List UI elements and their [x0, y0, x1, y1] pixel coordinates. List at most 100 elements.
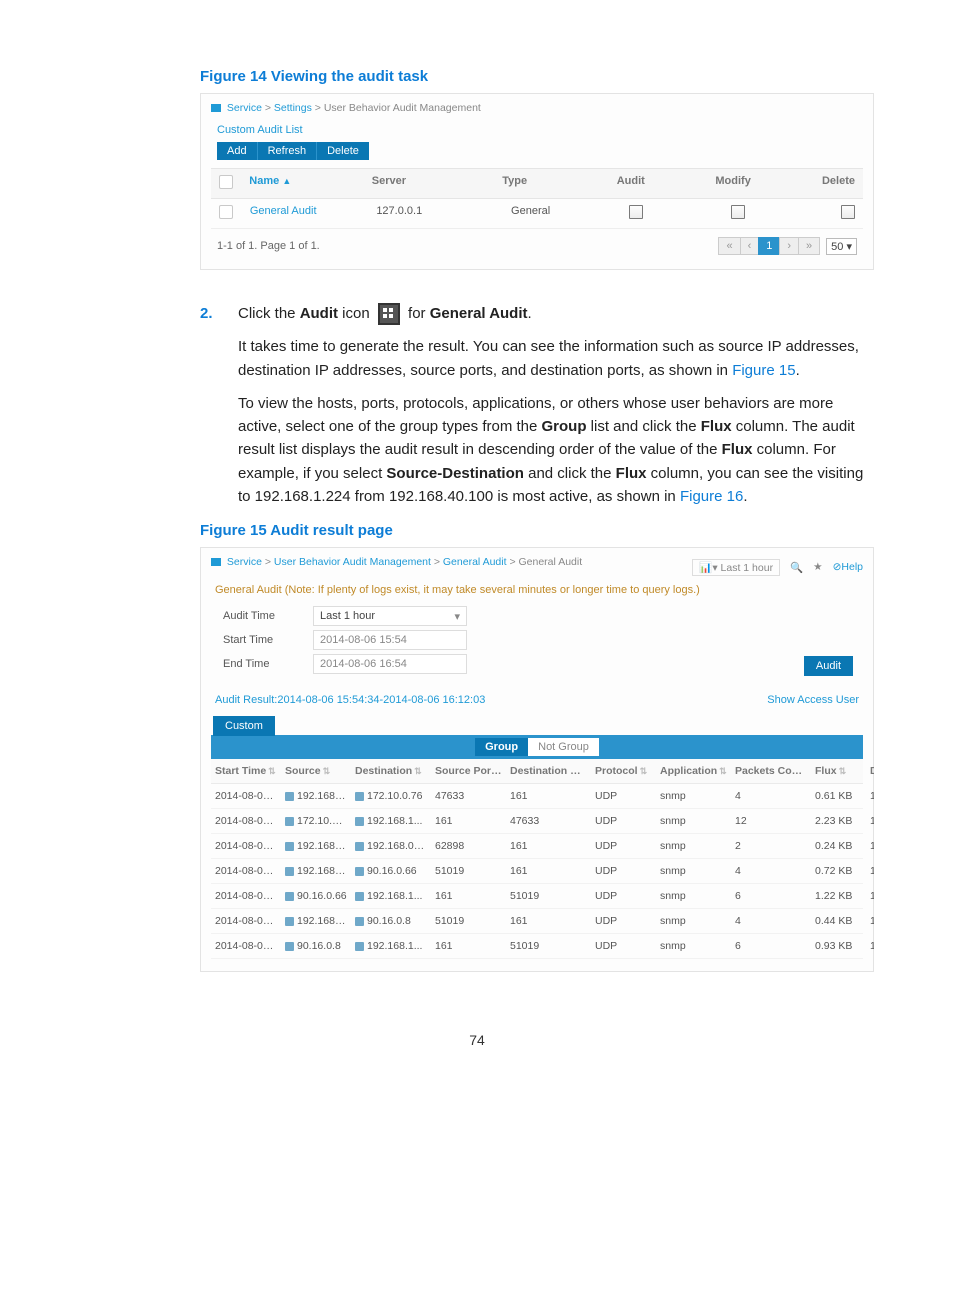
search-icon[interactable]: 🔍	[790, 561, 803, 574]
figure15-screenshot: Service > User Behavior Audit Management…	[200, 547, 874, 972]
crumb-ga2: General Audit	[519, 556, 583, 568]
col-source[interactable]: Source⇅	[281, 759, 351, 783]
row-name-link[interactable]: General Audit	[242, 199, 368, 228]
favorite-icon[interactable]: ★	[813, 561, 822, 573]
pager-prev[interactable]: ‹	[740, 237, 760, 255]
host-icon	[355, 842, 364, 851]
row-checkbox[interactable]	[219, 205, 233, 219]
host-icon	[355, 892, 364, 901]
crumb-current: User Behavior Audit Management	[324, 102, 481, 114]
host-icon	[285, 792, 294, 801]
figure15-title: Figure 15 Audit result page	[200, 522, 874, 539]
pager-status: 1-1 of 1. Page 1 of 1.	[217, 240, 320, 252]
group-strip: GroupNot Group	[211, 735, 863, 759]
col-protocol[interactable]: Protocol⇅	[591, 759, 656, 783]
breadcrumb-icon	[211, 558, 221, 566]
breadcrumb-icon	[211, 104, 221, 112]
page-size-select[interactable]: 50 ▾	[826, 238, 857, 255]
pager-first[interactable]: «	[718, 237, 740, 255]
col-device[interactable]: Device⇅	[866, 759, 874, 783]
top-right-controls: 📊▾ Last 1 hour 🔍 ★ ⊘Help	[692, 559, 863, 576]
table-row: 2014-08-06...90.16.0.8192.168.1...161510…	[211, 934, 863, 959]
crumb-service[interactable]: Service	[227, 556, 262, 568]
end-time-label: End Time	[223, 658, 313, 670]
host-icon	[285, 892, 294, 901]
col-modify[interactable]: Modify	[707, 169, 814, 198]
col-source-port[interactable]: Source Port⇅	[431, 759, 506, 783]
refresh-button[interactable]: Refresh	[258, 142, 318, 160]
host-icon	[285, 842, 294, 851]
paragraph-1: It takes time to generate the result. Yo…	[238, 335, 874, 382]
audit-grid-icon	[378, 303, 400, 325]
row-server: 127.0.0.1	[368, 199, 503, 228]
col-destination-port[interactable]: Destination Por	[506, 759, 591, 783]
end-time-field: 2014-08-06 16:54	[313, 654, 467, 674]
host-icon	[285, 917, 294, 926]
select-all-checkbox[interactable]	[219, 175, 233, 189]
query-note: General Audit (Note: If plenty of logs e…	[215, 584, 863, 596]
audit-button[interactable]: Audit	[804, 656, 853, 676]
col-delete[interactable]: Delete	[814, 169, 863, 198]
crumb-service[interactable]: Service	[227, 102, 262, 114]
audit-result-range: Audit Result:2014-08-06 15:54:34-2014-08…	[215, 694, 485, 706]
col-audit[interactable]: Audit	[609, 169, 708, 198]
figure14-title: Figure 14 Viewing the audit task	[200, 68, 874, 85]
audit-time-select[interactable]: Last 1 hour	[313, 606, 467, 626]
host-icon	[285, 817, 294, 826]
breadcrumb-f15: Service > User Behavior Audit Management…	[211, 556, 582, 568]
pager-page-1[interactable]: 1	[758, 237, 780, 255]
pager-next[interactable]: ›	[779, 237, 799, 255]
col-server[interactable]: Server	[364, 169, 494, 198]
host-icon	[355, 792, 364, 801]
table-row: 2014-08-06...172.10.0.76192.168.1...1614…	[211, 809, 863, 834]
add-button[interactable]: Add	[217, 142, 258, 160]
custom-tab[interactable]: Custom	[213, 716, 275, 736]
step-number: 2.	[200, 302, 220, 325]
crumb-ubam[interactable]: User Behavior Audit Management	[274, 556, 431, 568]
table-row: 2014-08-06...90.16.0.66192.168.1...16151…	[211, 884, 863, 909]
host-icon	[285, 942, 294, 951]
result-table-body: 2014-08-06...192.168.1...172.10.0.764763…	[211, 784, 863, 959]
table-row: 2014-08-06...192.168.1...90.16.0.8510191…	[211, 909, 863, 934]
figure14-screenshot: Service > Settings > User Behavior Audit…	[200, 93, 874, 270]
group-toggle-group[interactable]: Group	[475, 738, 528, 756]
audit-time-label: Audit Time	[223, 610, 313, 622]
table-row: 2014-08-06...192.168.1...192.168.0.54628…	[211, 834, 863, 859]
paragraph-2: To view the hosts, ports, protocols, app…	[238, 392, 874, 508]
col-packets[interactable]: Packets Count	[731, 759, 811, 783]
col-start-time[interactable]: Start Time⇅	[211, 759, 281, 783]
step-text: Click the Audit icon for General Audit.	[238, 302, 532, 325]
start-time-label: Start Time	[223, 634, 313, 646]
figure16-link[interactable]: Figure 16	[680, 488, 743, 505]
host-icon	[355, 817, 364, 826]
figure15-link[interactable]: Figure 15	[732, 362, 795, 379]
table-row: 2014-08-06...192.168.1...90.16.0.6651019…	[211, 859, 863, 884]
delete-button[interactable]: Delete	[317, 142, 369, 160]
group-toggle-notgroup[interactable]: Not Group	[528, 738, 599, 756]
row-type: General	[503, 199, 621, 228]
show-access-user-link[interactable]: Show Access User	[767, 694, 859, 706]
host-icon	[355, 917, 364, 926]
host-icon	[355, 942, 364, 951]
help-link[interactable]: ⊘Help	[833, 561, 863, 573]
start-time-field: 2014-08-06 15:54	[313, 630, 467, 650]
table-header: Name ▲ Server Type Audit Modify Delete	[211, 168, 863, 199]
result-table-header: Start Time⇅ Source⇅ Destination⇅ Source …	[211, 759, 863, 784]
pager-last[interactable]: »	[798, 237, 820, 255]
col-name[interactable]: Name ▲	[241, 169, 363, 198]
toolbar: AddRefreshDelete	[217, 142, 863, 160]
col-application[interactable]: Application⇅	[656, 759, 731, 783]
crumb-ga1[interactable]: General Audit	[443, 556, 507, 568]
audit-icon[interactable]	[629, 205, 643, 219]
modify-icon[interactable]	[731, 205, 745, 219]
col-flux[interactable]: Flux⇅	[811, 759, 866, 783]
col-type[interactable]: Type	[494, 169, 609, 198]
table-row: 2014-08-06...192.168.1...172.10.0.764763…	[211, 784, 863, 809]
host-icon	[285, 867, 294, 876]
time-range-dropdown[interactable]: 📊▾ Last 1 hour	[692, 559, 780, 576]
custom-audit-list-label: Custom Audit List	[217, 124, 863, 136]
delete-icon[interactable]	[841, 205, 855, 219]
crumb-settings[interactable]: Settings	[274, 102, 312, 114]
col-destination[interactable]: Destination⇅	[351, 759, 431, 783]
pager: 1-1 of 1. Page 1 of 1. « ‹ 1 › » 50 ▾	[211, 229, 863, 257]
